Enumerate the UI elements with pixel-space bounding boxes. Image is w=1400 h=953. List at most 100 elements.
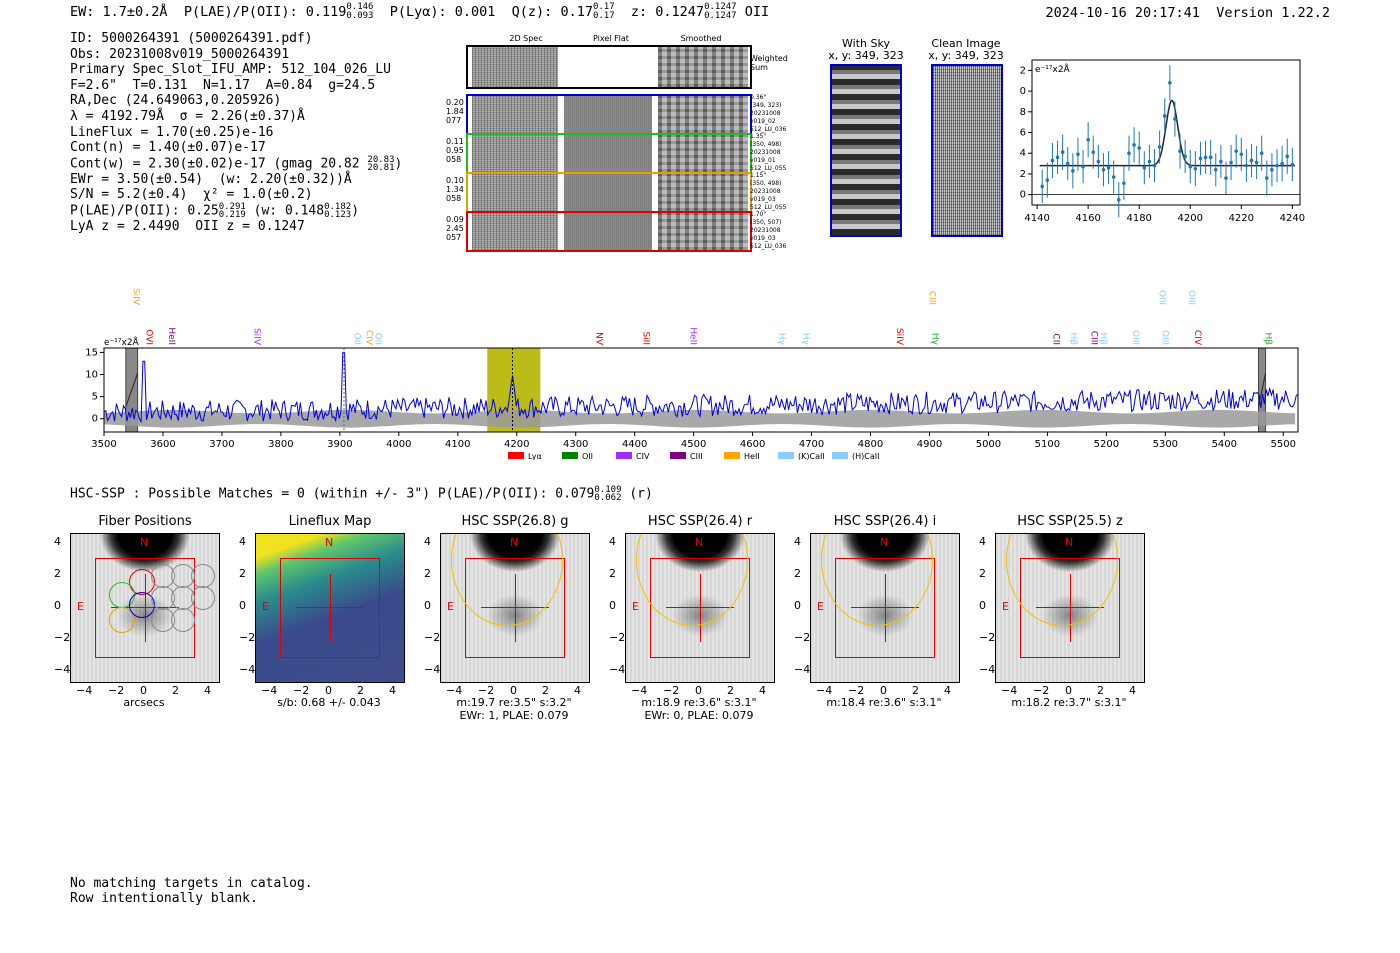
fiber-circle-grey (171, 608, 195, 632)
zoom-data-point (1290, 162, 1295, 167)
zoom-data-point (1203, 155, 1208, 160)
north-label: N (140, 536, 149, 549)
zoom-xtick-label: 4180 (1126, 213, 1151, 224)
spec2d-right-label: 1.15" (750, 172, 767, 179)
spec2d-right-label: 512_LU_055 (750, 165, 787, 172)
fiber-circle-grey (191, 564, 215, 588)
full-line-label: OVI (144, 329, 154, 345)
info-obs: Obs: 20231008v019_5000264391 (70, 46, 290, 62)
full-legend-label: CIII (690, 452, 703, 460)
zoom-data-point (1254, 160, 1259, 165)
zoom-plot-area (1031, 59, 1301, 206)
full-legend-swatch (562, 452, 578, 459)
info-plae-hi: 0.291 (218, 202, 246, 213)
full-legend-swatch (832, 452, 848, 459)
zoom-data-point (1259, 151, 1264, 156)
hsc-ytick-label: 2 (54, 567, 61, 580)
ew-value: EW: 1.7±0.2Å (70, 4, 168, 20)
spec2d-left-label: 1.84 (446, 107, 464, 116)
full-line-label: OIII (1159, 330, 1169, 345)
full-legend-swatch (616, 452, 632, 459)
spec2d-right-label: v019_03 (750, 235, 776, 242)
full-plot-frame (103, 347, 1299, 433)
info-contw-text: Cont(w) = 2.30(±0.02)e-17 (gmag 20.82 (70, 156, 360, 172)
info-plae: P(LAE)/P(OII): 0.250.291 0.219 (w: 0.1480… (70, 202, 360, 221)
zoom-data-point (1178, 149, 1182, 153)
spec2d-cell-smoothed (658, 96, 748, 133)
zoom-chart: 4140 4160 4180 4200 4220 4240 0 2 4 6 8 10 12 e⁻¹⁷x2Å (1020, 59, 1305, 224)
full-line-label: Hβ (1098, 332, 1108, 345)
full-line-label: Hγ (776, 333, 786, 346)
hsc-summary-band: (r) (629, 486, 653, 502)
hsc-xtick-label: 2 (912, 684, 919, 697)
spec2d-cell-pixelflat (564, 174, 652, 211)
spec2d-row (466, 172, 752, 213)
info-plae-w-lo: 0.123 (324, 210, 352, 221)
hsc-summary-hi: 0.109 (594, 485, 622, 495)
zoom-data-point (1280, 161, 1284, 166)
zoom-data-point (1065, 161, 1070, 166)
zoom-data-point (1086, 137, 1090, 142)
clean-image-title: Clean Image x, y: 349, 323 (926, 38, 1006, 62)
spec2d-cell-smoothed (658, 135, 748, 172)
full-masked-hatch (125, 373, 139, 407)
hsc-panel-title: HSC SSP(26.8) g (461, 514, 569, 529)
hsc-ytick-label: −2 (239, 631, 256, 644)
zoom-data-point (1193, 166, 1198, 171)
spec2d-left-label: 0.10 (446, 176, 464, 185)
full-line-label: HeII (166, 327, 176, 345)
full-legend-swatch (778, 452, 794, 459)
zoom-data-point (1183, 154, 1187, 159)
aperture-box (280, 558, 380, 658)
hsc-xtick-label: 2 (542, 684, 549, 697)
hsc-xtick-label: −2 (478, 684, 495, 697)
spec2d-right-label: 20231008 (750, 110, 781, 117)
zoom-data-point (1173, 117, 1177, 121)
info-contw-lo: 20.81 (367, 162, 395, 173)
z-lo: 0.1247 (704, 11, 737, 21)
spec2d-row-right-labels: 1.15" (350, 498) 20231008 v019_03 512_LU_055 (750, 172, 790, 212)
info-radec: RA,Dec (24.649063,0.205926) (70, 93, 282, 109)
zoom-xtick-label: 4160 (1075, 213, 1100, 224)
zoom-data-point (1040, 184, 1045, 189)
hsc-ytick-label: −2 (609, 631, 626, 644)
zoom-data-point (1147, 159, 1152, 164)
full-xtick-label: 4300 (563, 439, 588, 450)
hsc-xtick-label: 2 (357, 684, 364, 697)
spec2d-left-label: 0.95 (446, 146, 464, 155)
zoom-data-point (1285, 154, 1290, 159)
zoom-data-point (1229, 160, 1233, 165)
zoom-data-point (1111, 175, 1116, 179)
hsc-ytick-label: 0 (424, 599, 431, 612)
zoom-data-point (1162, 114, 1167, 118)
zoom-data-point (1060, 150, 1065, 154)
east-label: E (447, 600, 454, 613)
zoom-data-point (1224, 176, 1228, 180)
hsc-ytick-label: 4 (424, 535, 431, 548)
hsc-panel-title: Fiber Positions (98, 514, 192, 529)
full-xtick-label: 3800 (268, 439, 293, 450)
spec2d-row (466, 133, 752, 174)
q-lo: 0.17 (592, 11, 615, 21)
full-xtick-label: 4100 (445, 439, 470, 450)
full-xtick-label: 4800 (858, 439, 883, 450)
full-line-label: HeII (688, 327, 698, 345)
full-noise-band (104, 409, 1296, 428)
hsc-panel-caption: m:18.2 re:3.7" s:3.1" (1011, 696, 1127, 709)
zoom-data-point (1239, 152, 1244, 157)
hsc-ytick-label: 2 (239, 567, 246, 580)
spec2d-row-left-labels: 0.09 2.45 057 (446, 215, 464, 242)
east-label: E (1002, 600, 1009, 613)
hsc-panel-caption-2: EWr: 0, PLAE: 0.079 (644, 709, 754, 722)
hsc-xtick-label: 4 (759, 684, 766, 697)
plae-lo: 0.093 (346, 11, 374, 21)
hsc-ytick-label: −4 (424, 663, 441, 676)
hsc-panel-caption: m:19.7 re:3.5" s:3.2" (456, 696, 572, 709)
zoom-xtick-label: 4140 (1024, 213, 1049, 224)
full-xtick-label: 4400 (622, 439, 647, 450)
z-line: OII (744, 4, 770, 20)
spec2d-right-label: 20231008 (750, 188, 781, 195)
spec2d-row-right-labels: 1.70" (350, 507) 20231008 v019_03 512_LU_036 (750, 211, 790, 251)
